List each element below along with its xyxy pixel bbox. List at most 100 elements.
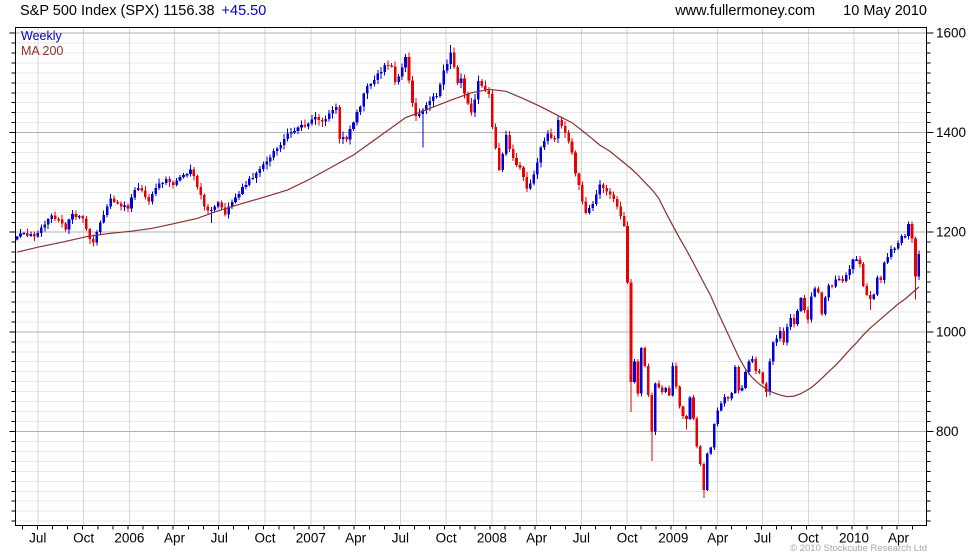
candle-body xyxy=(810,296,813,320)
candle-body xyxy=(26,233,29,236)
axis-ticks xyxy=(9,32,934,530)
legend-weekly: Weekly xyxy=(21,29,62,43)
candle-body xyxy=(109,198,112,207)
candle-body xyxy=(695,418,699,447)
x-axis-label: Jul xyxy=(573,531,590,546)
candle-body xyxy=(747,361,751,373)
candle-body xyxy=(60,219,64,224)
candle-body xyxy=(515,158,518,166)
candle-body xyxy=(612,194,615,199)
candle-body xyxy=(862,264,865,287)
candle-body xyxy=(383,64,387,72)
candle-body xyxy=(296,127,300,132)
candle-body xyxy=(164,178,168,183)
candle-body xyxy=(33,234,36,237)
candle-body xyxy=(251,177,255,180)
candle-body xyxy=(123,205,126,207)
candle-body xyxy=(522,167,525,177)
candle-body xyxy=(601,184,605,189)
candle-body xyxy=(348,129,352,140)
candle-body xyxy=(126,205,130,209)
candle-body xyxy=(289,132,293,134)
candle-body xyxy=(345,136,348,140)
y-axis-label: 800 xyxy=(936,424,959,439)
candle-body xyxy=(244,184,248,187)
candle-body xyxy=(678,386,681,407)
candle-body xyxy=(338,107,341,140)
candle-body xyxy=(203,195,206,207)
candle-body xyxy=(376,73,380,80)
candle-body xyxy=(525,176,529,189)
candle-body xyxy=(900,236,903,244)
candle-body xyxy=(81,216,85,219)
candle-body xyxy=(605,188,609,192)
candle-body xyxy=(310,119,314,124)
candle-body xyxy=(542,140,546,148)
chart-legend: Weekly MA 200 xyxy=(21,29,63,59)
candle-body xyxy=(425,104,428,111)
candle-body xyxy=(265,161,269,165)
candle-body xyxy=(88,229,92,240)
candle-body xyxy=(882,262,886,281)
candle-body xyxy=(532,174,536,184)
candle-body xyxy=(130,197,133,209)
candle-body xyxy=(272,151,276,158)
candle-body xyxy=(293,131,296,133)
candle-body xyxy=(640,347,643,394)
candle-body xyxy=(50,215,53,220)
candle-body xyxy=(508,135,511,149)
candle-body xyxy=(182,174,185,177)
x-axis-label: Apr xyxy=(526,531,548,546)
candle-body xyxy=(428,101,432,105)
candle-body xyxy=(584,201,588,213)
candle-body xyxy=(848,269,851,276)
candle-body xyxy=(647,366,650,396)
candle-body xyxy=(255,172,258,178)
candle-body xyxy=(855,259,858,261)
candle-body xyxy=(490,93,494,128)
candle-body xyxy=(258,169,262,173)
candle-body xyxy=(241,186,244,194)
candle-body xyxy=(893,248,896,250)
chart-header-right: www.fullermoney.com 10 May 2010 xyxy=(675,3,927,19)
candle-body xyxy=(223,207,227,215)
candle-body xyxy=(373,79,376,85)
candle-body xyxy=(390,65,393,67)
candle-body xyxy=(633,361,636,383)
candle-body xyxy=(782,330,785,343)
candle-body xyxy=(567,132,570,142)
candle-body xyxy=(327,113,331,120)
candle-body xyxy=(397,76,400,82)
candle-body xyxy=(46,219,50,225)
candle-body xyxy=(706,453,709,490)
candle-body xyxy=(237,193,241,198)
x-axis-label: 2007 xyxy=(296,531,326,546)
candle-body xyxy=(445,63,449,71)
candle-body xyxy=(761,372,765,384)
candle-body xyxy=(477,80,480,100)
candle-body xyxy=(282,139,286,145)
candle-body xyxy=(577,173,581,186)
candle-body xyxy=(303,124,307,127)
candle-body xyxy=(352,122,355,130)
candle-body xyxy=(404,56,407,68)
candle-body xyxy=(379,71,383,74)
candle-body xyxy=(546,133,550,141)
candle-body xyxy=(657,383,661,388)
candle-body xyxy=(71,213,74,220)
candle-body xyxy=(775,338,779,343)
candle-body xyxy=(133,189,137,198)
candle-body xyxy=(463,78,466,94)
x-axis-label: Oct xyxy=(798,531,819,546)
candle-body xyxy=(744,372,747,389)
candle-body xyxy=(570,141,574,153)
candle-body xyxy=(268,157,272,162)
candle-body xyxy=(147,196,151,202)
candle-body xyxy=(914,238,917,277)
candle-body xyxy=(85,218,88,230)
candle-body xyxy=(667,388,671,396)
candle-body xyxy=(470,103,473,113)
candle-body xyxy=(806,309,810,320)
x-axis-label: Oct xyxy=(617,531,638,546)
